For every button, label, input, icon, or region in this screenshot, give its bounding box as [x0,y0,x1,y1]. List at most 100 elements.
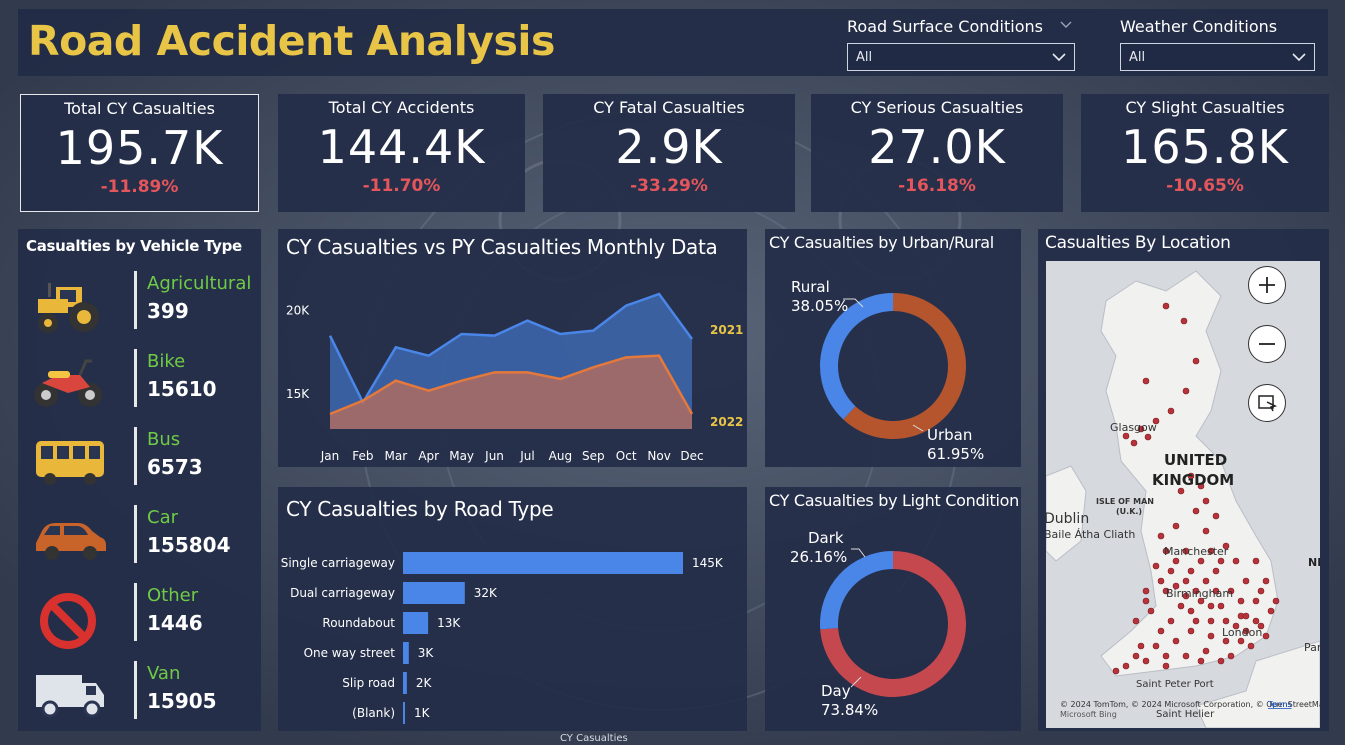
vehicle-row-bus[interactable]: Bus 6573 [18,425,261,495]
casualty-location-dot [1207,547,1215,555]
map-canvas[interactable]: Glasgow UNITED KINGDOM ISLE OF MAN (U.K.… [1046,261,1320,728]
leader-line [851,548,866,558]
map-label-london: London [1222,626,1262,639]
chevron-down-icon [1052,52,1066,61]
x-tick-label-Aug: Aug [549,449,572,463]
casualty-location-dot [1157,532,1165,540]
casualty-location-dot [1222,542,1230,550]
footer-caption: CY Casualties [560,733,628,744]
kpi-total-casualties[interactable]: Total CY Casualties 195.7K -11.89% [20,94,259,212]
casualty-location-dot [1237,597,1245,605]
kpi-value: 27.0K [868,120,1006,174]
casualty-location-dot [1247,642,1255,650]
x-tick-label-Dec: Dec [680,449,703,463]
casualty-location-dot [1142,597,1150,605]
casualty-location-dot [1227,652,1235,660]
vehicle-row-bike[interactable]: Bike 15610 [18,347,261,417]
select-area-button[interactable] [1248,384,1286,422]
casualty-location-dot [1132,652,1140,660]
casualty-location-dot [1187,607,1195,615]
donut-slice-urban [843,293,966,439]
weather-dropdown[interactable]: All [1120,43,1315,71]
kpi-label: Total CY Casualties [64,99,215,118]
casualty-location-dot [1232,622,1240,630]
casualty-location-dot [1217,557,1225,565]
vehicle-row-agricultural[interactable]: Agricultural 399 [18,269,261,339]
casualty-location-dot [1197,657,1205,665]
casualty-location-dot [1182,547,1190,555]
bar-category-label: One way street [304,646,396,660]
casualty-location-dot [1162,302,1170,310]
bar-value-label: 3K [418,646,435,660]
vehicle-row-other[interactable]: Other 1446 [18,581,261,651]
bar-value-label: 32K [474,586,498,600]
casualty-location-dot [1192,587,1200,595]
casualty-location-dot [1162,652,1170,660]
donut-label-dark: Dark [808,529,844,547]
road-surface-dropdown[interactable]: All [847,43,1075,71]
chevron-down-icon[interactable] [1060,21,1072,29]
bar-category-label: Slip road [342,676,395,690]
map-label-paris: Paris [1304,641,1320,654]
kpi-slight-casualties[interactable]: CY Slight Casualties 165.8K -10.65% [1081,94,1329,212]
donut-label-rural: Rural [791,278,830,296]
casualty-location-dot [1262,577,1270,585]
zoom-in-button[interactable] [1248,266,1286,304]
casualty-location-dot [1182,592,1190,600]
uk-map[interactable]: Glasgow UNITED KINGDOM ISLE OF MAN (U.K.… [1046,261,1320,728]
road-type-panel: CY Casualties by Road Type Single carria… [278,487,747,731]
road-type-title: CY Casualties by Road Type [286,497,554,521]
vehicle-type-title: Casualties by Vehicle Type [26,237,242,255]
vehicle-row-van[interactable]: Van 15905 [18,659,261,729]
vehicle-row-car[interactable]: Car 155804 [18,503,261,573]
x-tick-label-May: May [449,449,474,463]
y-tick-label-1: 20K [286,304,310,318]
casualty-location-dot [1257,587,1265,595]
map-label-dublin: Dublin [1046,511,1089,527]
kpi-value: 2.9K [615,120,723,174]
kpi-label: CY Serious Casualties [850,98,1024,117]
donut-value-day: 73.84% [821,701,878,719]
x-tick-label-Jul: Jul [519,449,534,463]
casualty-location-dot [1172,582,1180,590]
casualty-location-dot [1252,557,1260,565]
monthly-area-chart[interactable]: 15K 20K 2021 2022 Jan Feb Mar Apr May Jun Jul Aug Se… [278,229,747,467]
casualty-location-dot [1167,567,1175,575]
minus-icon [1259,343,1275,345]
kpi-serious-casualties[interactable]: CY Serious Casualties 27.0K -16.18% [811,94,1063,212]
casualty-location-dot [1172,557,1180,565]
kpi-fatal-casualties[interactable]: CY Fatal Casualties 2.9K -33.29% [543,94,795,212]
casualty-location-dot [1257,622,1265,630]
kpi-change: -11.70% [362,176,441,196]
kpi-total-accidents[interactable]: Total CY Accidents 144.4K -11.70% [278,94,525,212]
map-label-saint-peter-port: Saint Peter Port [1136,679,1214,690]
zoom-out-button[interactable] [1248,325,1286,363]
map-title: Casualties By Location [1045,233,1231,253]
casualty-location-dot [1167,407,1175,415]
light-condition-title: CY Casualties by Light Condition [769,491,1019,510]
kpi-label: CY Slight Casualties [1125,98,1285,117]
bus-icon [36,441,104,485]
map-label-ne: NE [1308,556,1320,569]
vehicle-name: Car [147,507,178,528]
road-type-bar-chart[interactable]: Single carriageway 145K Dual carriageway 32… [278,487,747,731]
casualty-location-dot [1212,567,1220,575]
map-label-kingdom: KINGDOM [1152,471,1234,489]
weather-value: All [1129,49,1146,65]
casualty-location-dot [1242,577,1250,585]
casualty-location-dot [1197,597,1205,605]
casualty-location-dot [1237,637,1245,645]
casualty-location-dot [1227,587,1235,595]
monthly-chart-panel: CY Casualties vs PY Casualties Monthly D… [278,229,747,467]
casualty-location-dot [1142,657,1150,665]
vehicle-count: 6573 [147,455,203,479]
france-shape [1195,640,1320,728]
vehicle-count: 15610 [147,377,217,401]
vehicle-name: Agricultural [147,273,252,294]
divider [134,583,137,641]
casualty-location-dot [1162,547,1170,555]
van-icon [36,675,104,718]
casualty-location-dot [1157,577,1165,585]
